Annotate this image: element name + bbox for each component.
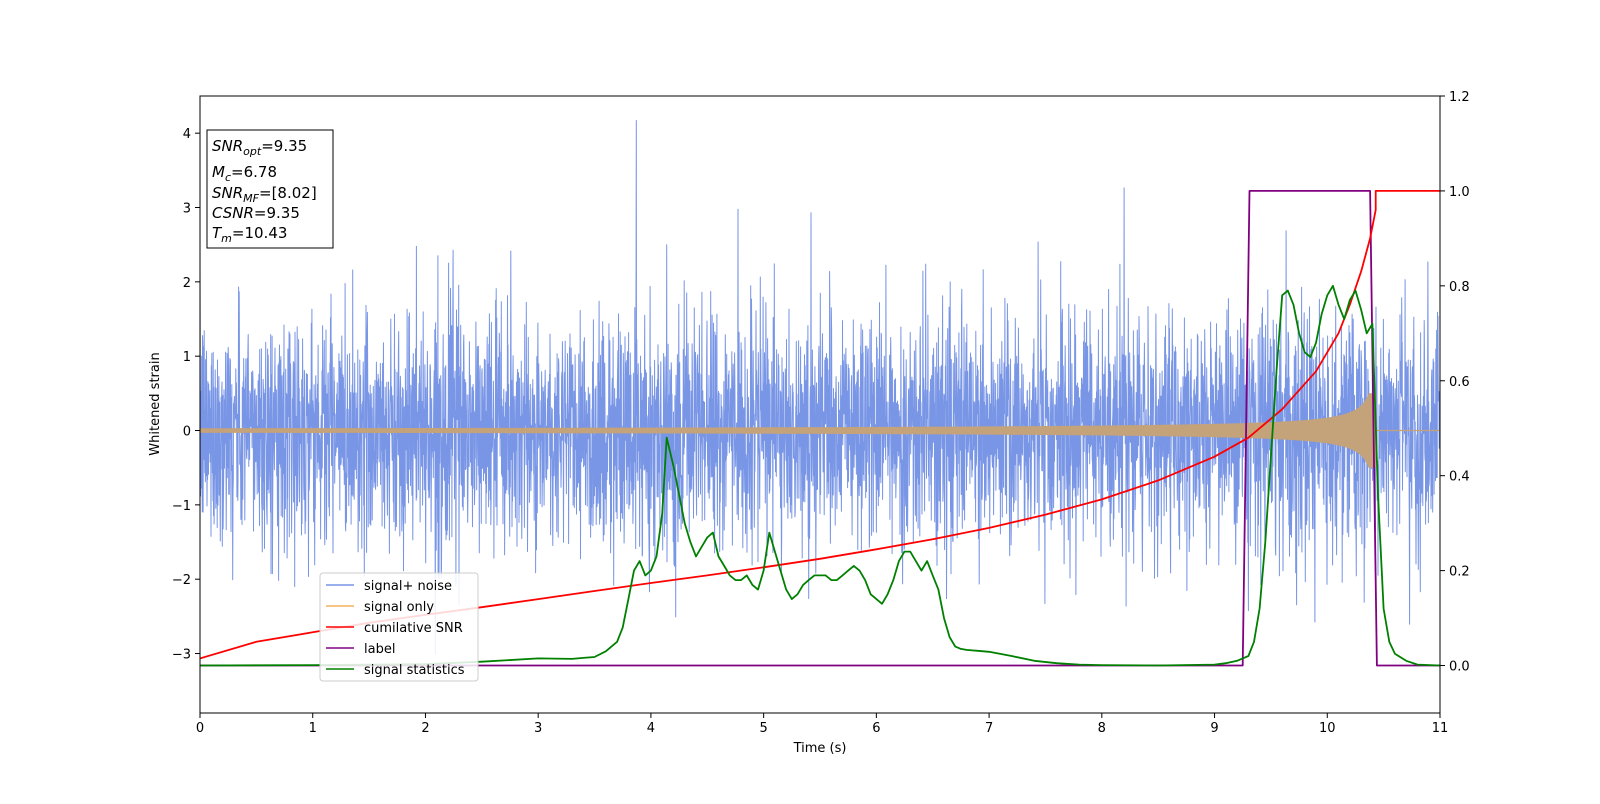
x-tick-label: 0: [196, 721, 204, 736]
x-tick-label: 8: [1098, 721, 1106, 736]
info-snr-mf: SNRMF=[8.02]: [212, 184, 317, 205]
info-csnr: CSNR=9.35: [212, 204, 300, 222]
x-tick-label: 2: [421, 721, 429, 736]
x-tick-label: 1: [309, 721, 317, 736]
info-snr-opt-subscript: opt: [243, 145, 262, 158]
y-right-tick-label: 0.8: [1449, 280, 1470, 295]
legend-label-signal-only: signal only: [364, 600, 434, 615]
info-tm-value: =10.43: [232, 224, 288, 242]
y-right-tick-label: 0.4: [1449, 470, 1470, 485]
y-left-tick-label: 4: [183, 127, 191, 142]
info-tm: Tm=10.43: [212, 224, 287, 245]
x-tick-label: 10: [1319, 721, 1336, 736]
legend-label-signal-noise: signal+ noise: [364, 579, 452, 594]
y-left-tick-label: −2: [172, 573, 191, 588]
plot-frame: [199, 95, 1441, 714]
series-line-label: [200, 190, 1440, 667]
x-tick-label: 9: [1210, 721, 1218, 736]
legend-label-label: label: [364, 642, 395, 657]
y-right-tick-label: 1.2: [1449, 90, 1470, 105]
y-right-tick-label: 1.0: [1449, 185, 1470, 200]
info-box: SNRopt=9.35 Mc=6.78 SNRMF=[8.02] CSNR=9.…: [206, 129, 334, 249]
y-axis-label: Whitened strain: [148, 352, 163, 455]
x-tick-label: 7: [985, 721, 993, 736]
info-tm-symbol: T: [212, 224, 223, 242]
y-left-tick-label: 3: [183, 202, 191, 217]
ticks-layer: 0 1 2 3 4 5 6 7 8 9 10 1143210−1−2−31.21.00.80.60.4…: [172, 90, 1470, 736]
x-tick-label: 6: [872, 721, 880, 736]
series-line-signal-statistics: [200, 284, 1440, 667]
y-left-tick-label: 0: [183, 425, 191, 440]
legend: signal+ noise signal only cumilative SNR…: [319, 572, 479, 682]
y-left-tick-label: −3: [172, 648, 191, 663]
y-right-tick-label: 0.0: [1449, 660, 1470, 675]
info-snr-mf-value: =[8.02]: [259, 184, 317, 202]
series-line-signal-only: [200, 393, 1440, 468]
info-csnr-value: =9.35: [254, 204, 300, 222]
y-right-tick-label: 0.2: [1449, 565, 1470, 580]
info-snr-mf-subscript: MF: [243, 192, 259, 205]
info-csnr-symbol: CSNR: [212, 204, 254, 222]
info-mc-value: =6.78: [231, 163, 277, 181]
info-snr-opt-value: =9.35: [261, 137, 307, 155]
info-mc: Mc=6.78: [212, 163, 277, 184]
y-left-tick-label: −1: [172, 499, 191, 514]
legend-label-cumulative-snr: cumilative SNR: [364, 621, 463, 636]
x-tick-label: 5: [759, 721, 767, 736]
info-mc-symbol: M: [212, 163, 225, 181]
info-snr-opt-symbol: SNR: [212, 137, 243, 155]
info-box-frame: [206, 129, 334, 249]
y-left-tick-label: 1: [183, 350, 191, 365]
legend-label-signal-statistics: signal statistics: [364, 663, 465, 678]
info-snr-opt: SNRopt=9.35: [212, 137, 307, 158]
y-left-tick-label: 2: [183, 276, 191, 291]
x-tick-label: 3: [534, 721, 542, 736]
x-tick-label: 11: [1432, 721, 1449, 736]
legend-frame: [319, 572, 479, 682]
x-tick-label: 4: [647, 721, 655, 736]
y-right-tick-label: 0.6: [1449, 375, 1470, 390]
x-axis-label: Time (s): [793, 741, 847, 756]
info-snr-mf-symbol: SNR: [212, 184, 243, 202]
info-tm-subscript: m: [221, 232, 232, 245]
info-mc-subscript: c: [225, 171, 231, 184]
